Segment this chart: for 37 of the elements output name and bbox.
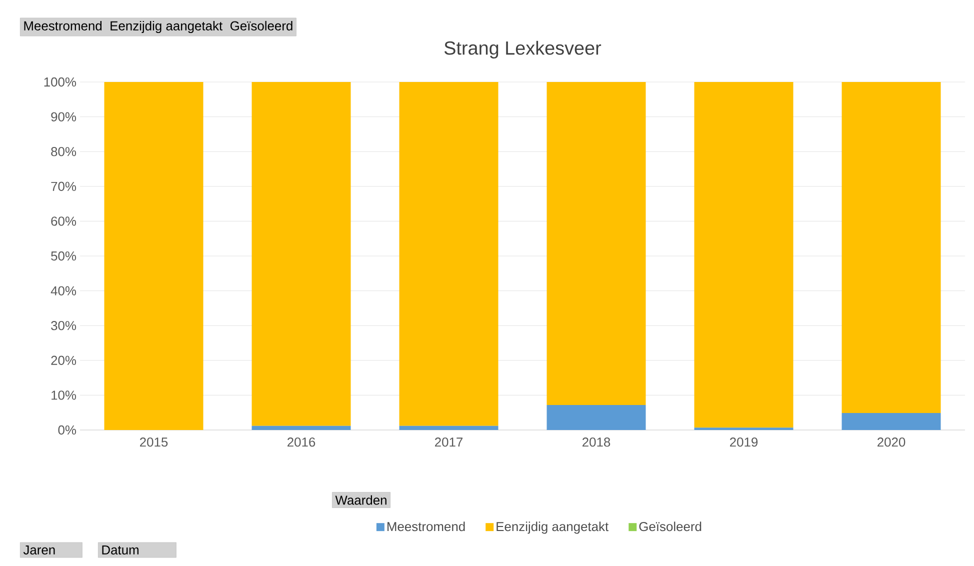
bar — [842, 82, 941, 413]
y-tick-label: 10% — [52, 390, 76, 400]
y-tick-label: 20% — [51, 356, 76, 365]
y-tick-label: 80% — [51, 147, 76, 156]
bar — [399, 426, 498, 430]
y-tick-label: 40% — [50, 286, 76, 296]
x-tick-label: 2018 — [582, 438, 610, 447]
bar — [252, 82, 351, 426]
chart-title: Strang Lexkesveer — [444, 40, 602, 58]
bar — [399, 82, 498, 426]
legend-label: Meestromend — [387, 522, 465, 532]
x-tick-label: 2020 — [878, 438, 906, 447]
legend-label: Geïsoleerd — [639, 522, 702, 532]
y-tick-label: 30% — [51, 321, 76, 330]
x-tick-label: 2016 — [288, 438, 316, 447]
y-tick-label: 0% — [58, 425, 76, 435]
x-tick-label: 2015 — [140, 438, 168, 447]
legend-label: Eenzijdig aangetakt — [496, 522, 609, 534]
text: Waarden — [335, 495, 386, 505]
y-tick-label: 50% — [51, 251, 76, 261]
y-tick-label: 100% — [44, 77, 76, 87]
text: Meestromend — [24, 20, 102, 30]
y-tick-label: 60% — [51, 216, 76, 226]
text: Datum — [102, 545, 138, 555]
bar — [842, 412, 941, 430]
bar — [694, 82, 794, 428]
bar — [546, 404, 646, 430]
text: Eenzijdig aangetakt — [110, 20, 222, 34]
bar — [104, 82, 204, 430]
y-tick-label: 70% — [51, 182, 76, 191]
y-tick-label: 90% — [51, 112, 76, 122]
x-tick-label: 2019 — [730, 438, 758, 447]
bar — [252, 426, 351, 430]
bar — [546, 82, 646, 405]
text: Jaren — [23, 545, 55, 555]
x-tick-label: 2017 — [435, 438, 462, 447]
text: Geïsoleerd — [230, 20, 292, 30]
